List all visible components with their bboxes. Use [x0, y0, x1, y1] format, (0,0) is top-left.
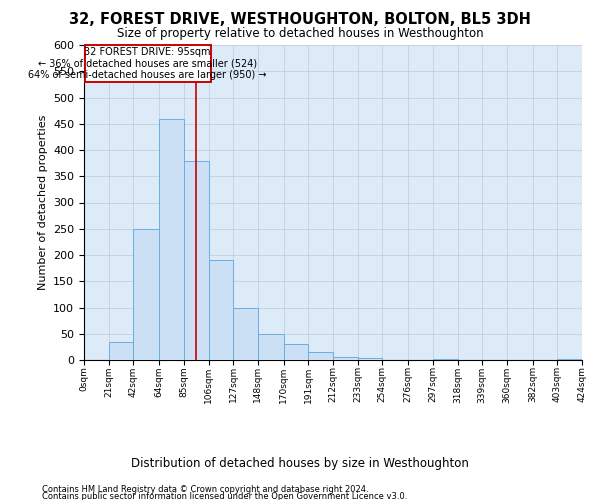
Text: Size of property relative to detached houses in Westhoughton: Size of property relative to detached ho… — [116, 28, 484, 40]
Bar — [184, 160, 209, 360]
Text: 32, FOREST DRIVE, WESTHOUGHTON, BOLTON, BL5 3DH: 32, FOREST DRIVE, WESTHOUGHTON, BOLTON, … — [69, 12, 531, 28]
Bar — [209, 260, 233, 360]
Bar — [109, 342, 133, 360]
Bar — [258, 334, 284, 360]
Text: Distribution of detached houses by size in Westhoughton: Distribution of detached houses by size … — [131, 458, 469, 470]
Bar — [133, 229, 159, 360]
Bar — [284, 344, 308, 360]
Bar — [159, 118, 184, 360]
Y-axis label: Number of detached properties: Number of detached properties — [38, 115, 47, 290]
Text: 32 FOREST DRIVE: 95sqm
← 36% of detached houses are smaller (524)
64% of semi-de: 32 FOREST DRIVE: 95sqm ← 36% of detached… — [28, 47, 267, 80]
Text: Contains HM Land Registry data © Crown copyright and database right 2024.: Contains HM Land Registry data © Crown c… — [42, 485, 368, 494]
Bar — [333, 358, 358, 360]
Text: Contains public sector information licensed under the Open Government Licence v3: Contains public sector information licen… — [42, 492, 407, 500]
Bar — [85, 45, 211, 82]
Bar — [233, 308, 258, 360]
Bar — [358, 358, 382, 360]
Bar — [308, 352, 333, 360]
